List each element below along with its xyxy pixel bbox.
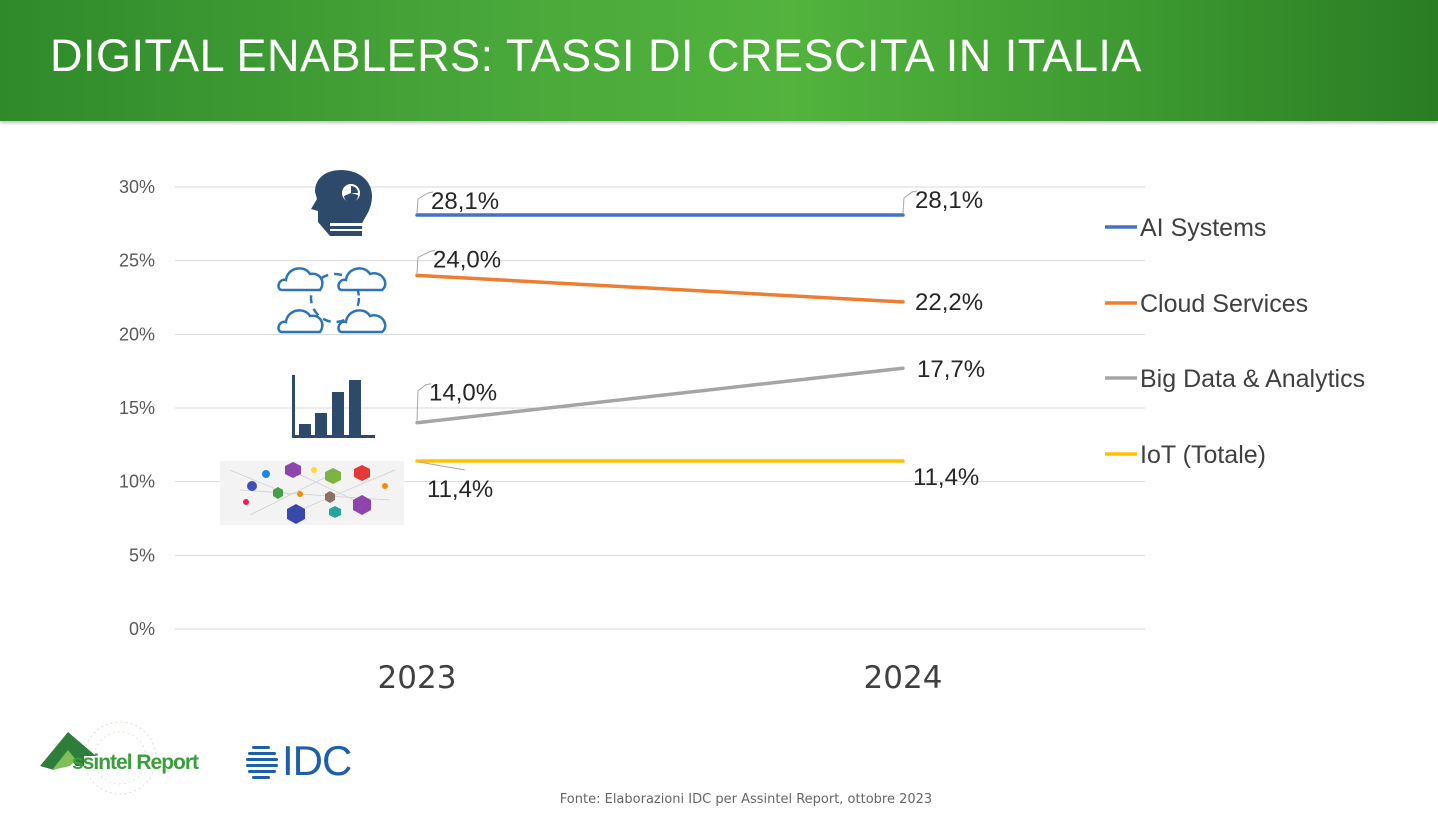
idc-logo-text: IDC <box>282 737 352 784</box>
series-line-1 <box>415 273 905 304</box>
legend-label: Big Data & Analytics <box>1140 365 1365 393</box>
data-label: 11,4% <box>913 464 979 491</box>
y-tick-label: 0% <box>129 619 155 639</box>
data-label: 14,0% <box>429 380 497 407</box>
x-axis-ticks: 2023 2024 <box>378 660 943 696</box>
y-tick-label: 5% <box>129 545 155 565</box>
y-tick-label: 30% <box>119 177 155 197</box>
legend-label: Cloud Services <box>1140 290 1308 318</box>
data-label: 28,1% <box>431 188 499 215</box>
data-label: 11,4% <box>427 476 493 503</box>
leader-line <box>902 190 918 214</box>
leader-line <box>416 191 434 214</box>
assintel-report-logo <box>40 721 157 795</box>
cloud-icon <box>277 267 387 334</box>
x-tick-label: 2024 <box>864 660 943 696</box>
bar-chart-icon <box>292 375 375 438</box>
series-line-2 <box>415 366 905 425</box>
idc-logo-globe <box>246 746 278 779</box>
data-label: 24,0% <box>433 246 501 273</box>
data-label: 28,1% <box>915 187 983 214</box>
legend-label: IoT (Totale) <box>1140 441 1266 469</box>
assintel-logo-text: ssintel Report <box>72 751 199 774</box>
y-tick-label: 15% <box>119 398 155 418</box>
leader-line <box>416 249 436 274</box>
y-tick-label: 20% <box>119 324 155 344</box>
series-lines <box>415 213 905 463</box>
label-leader-lines <box>416 190 918 471</box>
leader-line <box>416 383 432 421</box>
y-tick-label: 25% <box>119 251 155 271</box>
legend-label: AI Systems <box>1140 214 1266 242</box>
iot-network-icon <box>220 461 404 525</box>
data-labels: 28,1% 28,1% 24,0% 22,2% 14,0% 17,7% 11,4% 11,4% <box>427 187 985 503</box>
data-label: 22,2% <box>915 289 983 316</box>
grid-lines <box>175 186 1145 630</box>
leader-line <box>418 461 466 471</box>
y-axis-ticks: 0% 5% 10% 15% 20% 25% 30% <box>119 177 155 639</box>
y-tick-label: 10% <box>119 472 155 492</box>
x-tick-label: 2023 <box>378 660 457 696</box>
page-title: DIGITAL ENABLERS: TASSI DI CRESCITA IN I… <box>50 30 1142 81</box>
title-banner: DIGITAL ENABLERS: TASSI DI CRESCITA IN I… <box>0 0 1438 121</box>
source-note: Fonte: Elaborazioni IDC per Assintel Rep… <box>559 792 933 807</box>
ai-head-icon <box>311 170 372 236</box>
data-label: 17,7% <box>917 356 985 383</box>
legend: AI Systems Cloud Services Big Data & Analy… <box>1105 214 1365 469</box>
